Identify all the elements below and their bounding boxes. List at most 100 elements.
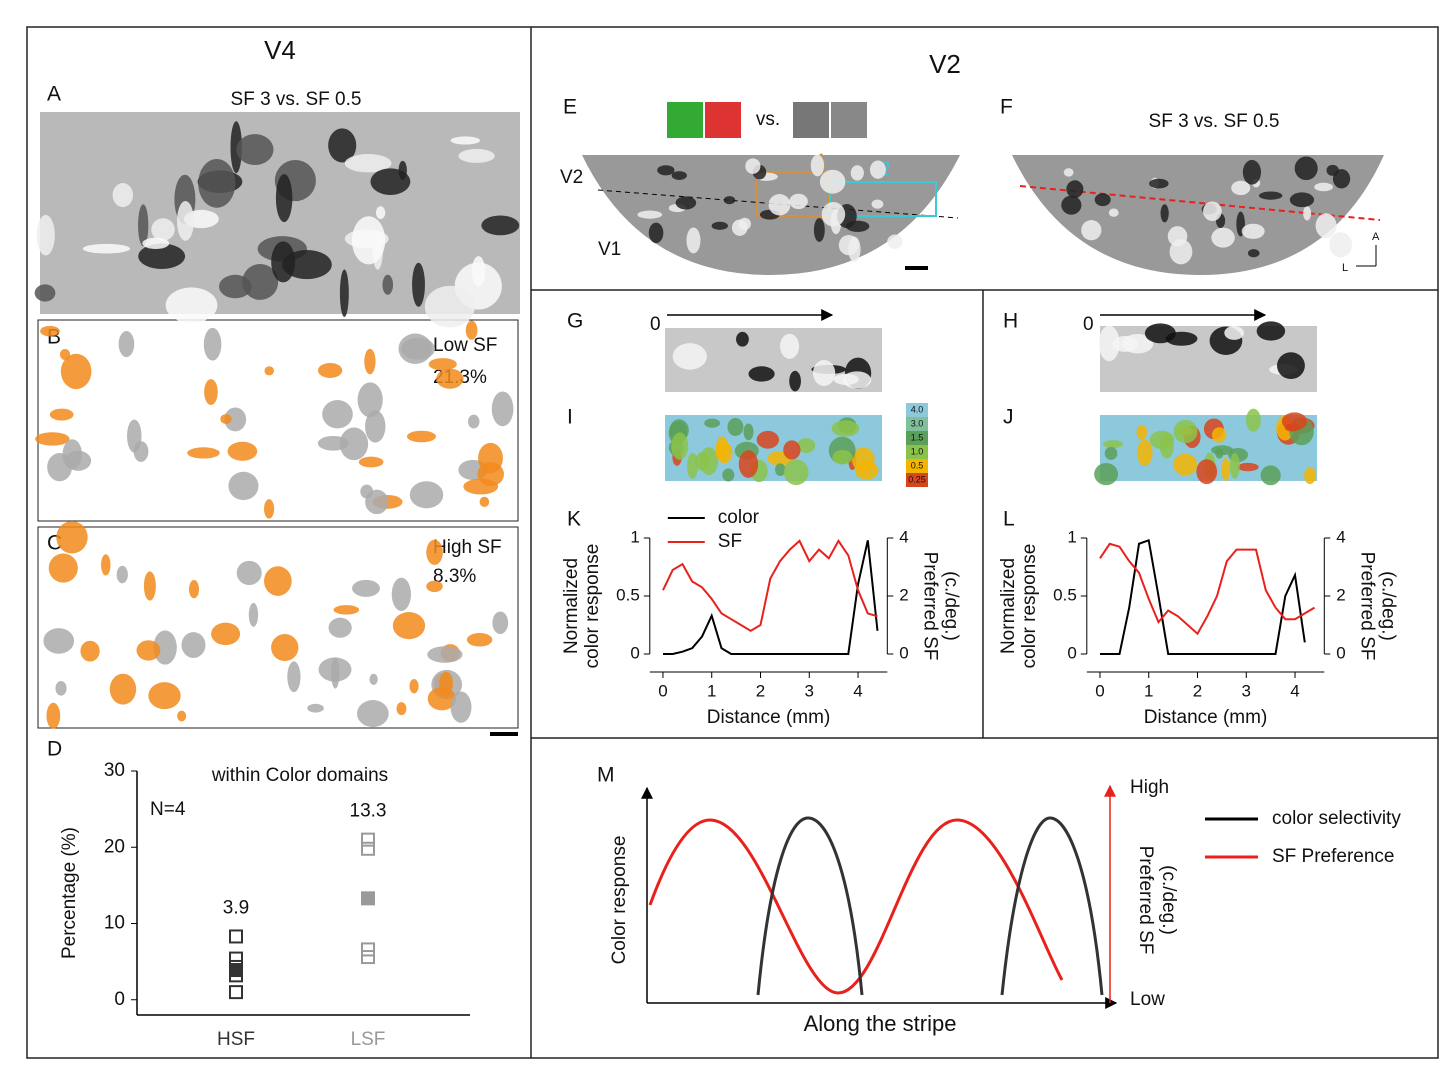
- axis-label: Color response: [609, 836, 630, 965]
- texture: [1314, 182, 1334, 192]
- texture: [450, 691, 472, 723]
- texture: [1094, 463, 1119, 486]
- x-tick-label: 3: [1242, 681, 1251, 700]
- texture: [211, 622, 241, 646]
- y2-axis-label: Preferred SF: [919, 552, 940, 661]
- texture: [375, 206, 386, 220]
- texture: [1108, 208, 1119, 217]
- legend-label: color: [718, 507, 760, 528]
- texture: [468, 414, 480, 429]
- texture: [671, 171, 687, 180]
- y2-axis-label: (c./deg.): [1377, 571, 1398, 641]
- panel-letter: A: [47, 83, 61, 106]
- section-title: V2: [929, 49, 961, 79]
- stimulus: [831, 102, 867, 138]
- texture: [1211, 427, 1227, 443]
- texture: [181, 632, 206, 658]
- roi: [829, 181, 937, 217]
- axis-label: (c./deg.): [1158, 865, 1179, 935]
- texture: [82, 243, 131, 254]
- texture: [287, 661, 301, 693]
- y-axis-label: Normalized: [561, 558, 582, 654]
- legend-label: SF Preference: [1272, 846, 1395, 867]
- texture: [331, 657, 340, 689]
- texture: [357, 700, 389, 728]
- texture: [738, 450, 759, 478]
- y2-tick-label: 0: [899, 643, 908, 662]
- texture: [1066, 180, 1084, 199]
- texture: [1104, 446, 1118, 460]
- texture: [116, 565, 128, 584]
- texture: [768, 194, 791, 216]
- panel-letter: M: [597, 764, 615, 787]
- panel-letter: L: [1003, 508, 1015, 531]
- texture: [478, 442, 503, 474]
- texture: [176, 201, 194, 241]
- texture: [1332, 169, 1351, 189]
- chart-title: within Color domains: [211, 765, 388, 786]
- data-point: [361, 942, 375, 957]
- texture: [370, 168, 411, 195]
- y-tick-label: 20: [104, 836, 125, 857]
- texture: [46, 702, 61, 729]
- x-tick-label: 1: [1144, 681, 1153, 700]
- area-label: V1: [598, 239, 621, 260]
- texture: [789, 370, 801, 392]
- texture: [1241, 223, 1265, 239]
- x-tick-label: 0: [658, 681, 667, 700]
- texture: [264, 499, 275, 519]
- texture: [727, 417, 744, 436]
- texture: [138, 243, 186, 270]
- texture: [40, 325, 60, 337]
- texture: [143, 571, 156, 601]
- texture: [118, 331, 135, 358]
- y2-tick-label: 4: [1336, 527, 1345, 546]
- colorbar-label: 4.0: [911, 404, 924, 414]
- texture: [491, 391, 514, 427]
- colorbar-cell: [906, 473, 928, 487]
- texture: [1303, 206, 1312, 221]
- y2-tick-label: 2: [1336, 585, 1345, 604]
- texture: [1224, 325, 1245, 340]
- texture: [142, 237, 170, 249]
- texture: [401, 337, 436, 360]
- texture: [220, 414, 232, 424]
- texture: [871, 199, 884, 209]
- texture: [165, 287, 218, 324]
- texture: [657, 165, 675, 176]
- panel-letter: I: [567, 406, 573, 429]
- texture: [426, 580, 443, 593]
- texture: [1277, 352, 1305, 380]
- texture: [264, 366, 275, 376]
- area-label: V2: [560, 167, 583, 188]
- mean-point: [229, 963, 243, 978]
- texture: [248, 602, 259, 627]
- colorbar-label: 0.5: [911, 460, 924, 470]
- texture: [832, 449, 853, 465]
- texture: [227, 441, 258, 461]
- x-tick-label: 4: [1290, 681, 1299, 700]
- data-point: [229, 985, 243, 1000]
- texture: [466, 633, 493, 647]
- texture: [351, 216, 386, 265]
- texture: [382, 274, 394, 295]
- vs-label: vs.: [756, 109, 780, 130]
- texture: [775, 463, 786, 477]
- texture: [675, 196, 697, 210]
- texture: [699, 447, 719, 476]
- texture: [153, 630, 177, 665]
- texture: [242, 264, 279, 300]
- panel-letter: E: [563, 96, 577, 119]
- texture: [783, 440, 801, 460]
- texture: [1061, 195, 1082, 215]
- texture: [1221, 457, 1231, 481]
- data-point: [361, 841, 375, 856]
- texture: [850, 165, 864, 181]
- texture: [736, 331, 749, 347]
- texture: [412, 262, 425, 307]
- texture: [56, 521, 88, 554]
- texture: [369, 673, 378, 685]
- texture: [1103, 440, 1123, 449]
- mean-point: [361, 891, 375, 906]
